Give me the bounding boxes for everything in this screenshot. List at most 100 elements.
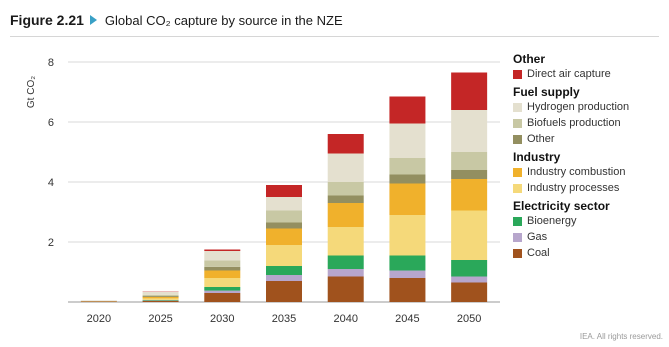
bar-segment — [451, 170, 488, 179]
bar-segment — [389, 174, 426, 184]
x-tick-label: 2025 — [148, 313, 172, 325]
bar-segment — [266, 228, 302, 245]
bar-segment — [266, 222, 302, 229]
legend-swatch — [513, 118, 522, 128]
legend-label: Direct air capture — [527, 68, 611, 80]
legend-swatch — [513, 102, 522, 112]
bar-segment — [389, 255, 426, 271]
legend-item: Direct air capture — [513, 66, 669, 82]
bar-segment — [142, 298, 179, 300]
bar-segment — [142, 296, 179, 297]
bar-segment — [204, 249, 241, 251]
legend-heading: Industry — [513, 150, 561, 164]
bar-segment — [204, 278, 241, 287]
bar-segment — [389, 278, 426, 302]
legend-heading: Electricity sector — [513, 199, 610, 213]
x-tick-label: 2035 — [272, 313, 296, 325]
legend-label: Industry processes — [527, 182, 620, 194]
bar-segment — [327, 255, 364, 269]
bar-segment — [451, 179, 488, 211]
bar-segment — [451, 210, 488, 260]
legend-swatch — [513, 232, 522, 242]
bar-segment — [204, 270, 241, 278]
bar-segment — [451, 276, 488, 283]
legend-group: Electricity sector Bioenergy Gas Coal — [513, 199, 669, 261]
x-tick-label: 2020 — [87, 313, 111, 325]
legend-label: Industry combustion — [527, 166, 626, 178]
y-tick-label: 6 — [48, 117, 54, 129]
legend-heading: Other — [513, 52, 546, 66]
bar-segment — [389, 158, 426, 175]
bar-segment — [327, 134, 364, 154]
legend-swatch — [513, 167, 522, 177]
bar-segment — [389, 215, 426, 256]
legend-label: Coal — [527, 247, 550, 259]
legend-group: Other Direct air capture — [513, 52, 669, 82]
bar-segment — [451, 110, 488, 152]
y-tick-label: 4 — [48, 177, 54, 189]
bar-segment — [204, 260, 241, 267]
bar-segment — [327, 153, 364, 182]
y-axis-title: Gt CO₂ — [26, 76, 37, 108]
bar-segment — [389, 123, 426, 158]
legend-swatch — [513, 216, 522, 226]
legend-swatch — [513, 248, 522, 258]
x-tick-label: 2050 — [457, 313, 481, 325]
legend-item: Bioenergy — [513, 213, 669, 229]
bar-segment — [389, 183, 426, 215]
play-arrow-icon — [89, 15, 97, 25]
bar-segment — [142, 291, 179, 295]
legend-item: Other — [513, 131, 669, 147]
legend-item: Biofuels production — [513, 115, 669, 131]
bar-segment — [266, 281, 302, 302]
bar-segment — [142, 294, 179, 296]
legend-item: Hydrogen production — [513, 99, 669, 115]
bar-segment — [451, 282, 488, 302]
bar-segment — [327, 182, 364, 196]
figure-number: Figure 2.21 — [10, 12, 84, 28]
legend-item: Industry processes — [513, 180, 669, 196]
legend-label: Biofuels production — [527, 117, 621, 129]
bar-segment — [266, 185, 302, 197]
legend-swatch — [513, 69, 522, 79]
legend-heading: Fuel supply — [513, 85, 580, 99]
bar-segment — [327, 195, 364, 203]
x-tick-label: 2045 — [395, 313, 419, 325]
bar-segment — [451, 260, 488, 277]
figure-title: Global CO₂ capture by source in the NZE — [104, 12, 343, 28]
legend-label: Other — [527, 133, 555, 145]
legend-swatch — [513, 183, 522, 193]
y-tick-label: 8 — [48, 57, 54, 69]
legend-label: Hydrogen production — [527, 101, 630, 113]
bar-segment — [327, 269, 364, 277]
header-divider — [10, 36, 659, 37]
bar-segment — [80, 301, 117, 302]
legend-group: Fuel supply Hydrogen production Biofuels p… — [513, 85, 669, 147]
legend-item: Coal — [513, 245, 669, 261]
bar-segment — [142, 299, 179, 301]
y-tick-label: 2 — [48, 237, 54, 249]
bar-segment — [327, 203, 364, 227]
bar-segment — [142, 296, 179, 299]
copyright-credit: IEA. All rights reserved. — [579, 332, 663, 341]
bar-segment — [204, 293, 241, 302]
bar-segment — [389, 270, 426, 278]
legend-label: Bioenergy — [527, 215, 577, 227]
legend-item: Industry combustion — [513, 164, 669, 180]
bar-segment — [451, 72, 488, 110]
bar-segment — [142, 300, 179, 302]
legend-group: Industry Industry combustion Industry proc… — [513, 150, 669, 196]
bar-segment — [389, 96, 426, 124]
bar-segment — [327, 276, 364, 302]
bar-segment — [204, 290, 241, 293]
bar-segment — [204, 287, 241, 291]
bar-segment — [327, 227, 364, 256]
bar-segment — [204, 251, 241, 261]
figure-header: Figure 2.21 Global CO₂ capture by source… — [10, 8, 343, 32]
bar-segment — [266, 266, 302, 275]
bar-segment — [204, 266, 241, 271]
legend-label: Gas — [527, 231, 548, 243]
x-tick-label: 2030 — [210, 313, 234, 325]
bar-segment — [451, 152, 488, 170]
